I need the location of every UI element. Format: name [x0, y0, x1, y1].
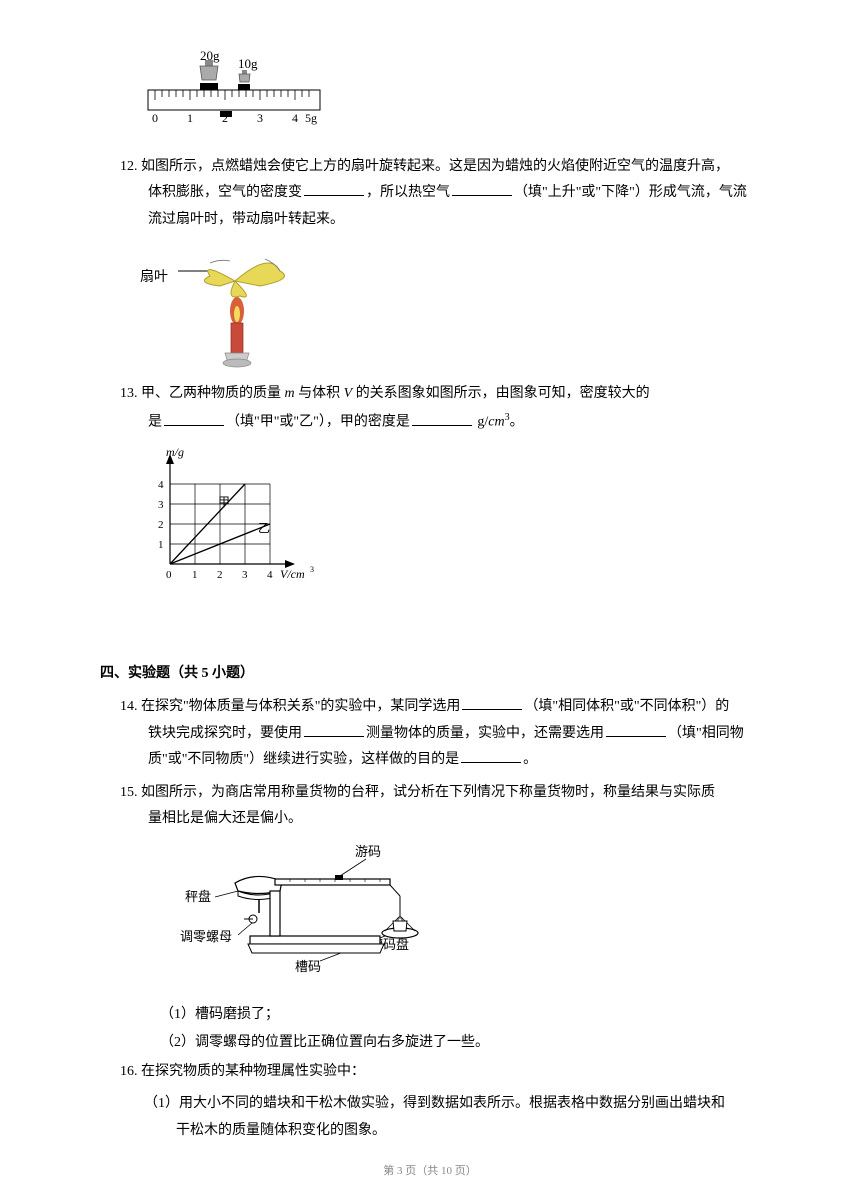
q12-text-p5: 流过扇叶时，带动扇叶转起来。 — [148, 212, 344, 227]
q15: 15. 如图所示，为商店常用称量货物的台秤，试分析在下列情况下称量货物时，称量结… — [120, 780, 760, 833]
blank — [304, 182, 364, 196]
blank — [412, 412, 472, 426]
blank — [452, 182, 512, 196]
q13-number: 13. — [120, 386, 138, 401]
q13-text-p7: 。 — [510, 415, 524, 430]
q14-p6: 质"或"不同物质"）继续进行实验，这样做的目的是 — [148, 752, 459, 767]
blank — [606, 723, 666, 737]
svg-text:0: 0 — [152, 111, 158, 125]
q14-p7: 。 — [523, 752, 537, 767]
svg-text:4: 4 — [267, 569, 273, 581]
blank — [462, 696, 522, 710]
m-var: m — [285, 386, 295, 401]
svg-text:秤盘: 秤盘 — [185, 889, 211, 904]
page-footer: 第 3 页（共 10 页） — [0, 1161, 860, 1182]
q16-number: 16. — [120, 1064, 138, 1079]
svg-text:槽码: 槽码 — [295, 959, 321, 974]
q13: 13. 甲、乙两种物质的质量 m 与体积 V 的关系图象如图所示，由图象可知，密… — [120, 381, 760, 436]
svg-text:5g: 5g — [305, 111, 317, 125]
svg-text:1: 1 — [158, 539, 164, 551]
q14-p1: 在探究"物体质量与体积关系"的实验中，某同学选用 — [141, 699, 460, 714]
svg-text:1: 1 — [187, 111, 193, 125]
svg-text:游码: 游码 — [355, 844, 381, 859]
blank — [164, 412, 224, 426]
section4-title: 四、实验题（共 5 小题） — [100, 661, 760, 688]
q15-sub2: （2）调零螺母的位置比正确位置向右多旋进了一些。 — [120, 1030, 760, 1057]
svg-text:2: 2 — [158, 519, 164, 531]
q12-text-p2: 体积膨胀，空气的密度变 — [148, 185, 302, 200]
q12-text-p4: （填"上升"或"下降"）形成气流，气流 — [514, 185, 747, 200]
q15-scale-figure: 秤盘 调零螺母 游码 槽码 槽码盘 — [180, 841, 760, 992]
q13-chart: m/g 1 2 3 4 0 1 2 3 4 V/cm 3 甲 — [140, 444, 760, 605]
q14-number: 14. — [120, 699, 138, 714]
q16-text: 在探究物质的某种物理属性实验中： — [141, 1064, 365, 1079]
q13-text-p6: g/ — [474, 415, 488, 430]
q12-text-p1: 如图所示，点燃蜡烛会使它上方的扇叶旋转起来。这是因为蜡烛的火焰使附近空气的温度升… — [141, 159, 729, 174]
q16: 16. 在探究物质的某种物理属性实验中： — [120, 1059, 760, 1086]
q14: 14. 在探究"物体质量与体积关系"的实验中，某同学选用 （填"相同体积"或"不同… — [120, 694, 760, 774]
q13-text-p4: 是 — [148, 415, 162, 430]
svg-text:调零螺母: 调零螺母 — [180, 929, 232, 944]
q12-fan-figure: 扇叶 — [140, 241, 340, 371]
weight2-label: 10g — [238, 56, 258, 71]
svg-text:0: 0 — [166, 569, 172, 581]
q13-text-p5: （填"甲"或"乙"），甲的密度是 — [226, 415, 410, 430]
q13-text-p1: 甲、乙两种物质的质量 — [141, 386, 285, 401]
q15-sub1: （1）槽码磨损了； — [120, 1002, 760, 1029]
svg-text:1: 1 — [192, 569, 198, 581]
q13-text-p2: 与体积 — [295, 386, 344, 401]
svg-text:V/cm: V/cm — [280, 567, 305, 581]
svg-text:3: 3 — [257, 111, 263, 125]
q14-p2: （填"相同体积"或"不同体积"）的 — [524, 699, 729, 714]
q12-number: 12. — [120, 159, 138, 174]
q13-text-p3: 的关系图象如图所示，由图象可知，密度较大的 — [352, 386, 650, 401]
svg-text:3: 3 — [158, 499, 164, 511]
svg-text:4: 4 — [292, 111, 298, 125]
svg-text:3: 3 — [242, 569, 248, 581]
q15-p1: 如图所示，为商店常用称量货物的台秤，试分析在下列情况下称量货物时，称量结果与实际… — [141, 785, 715, 800]
blank — [304, 723, 364, 737]
svg-text:2: 2 — [217, 569, 223, 581]
svg-text:3: 3 — [310, 565, 314, 574]
q15-number: 15. — [120, 785, 138, 800]
q15-p2: 量相比是偏大还是偏小。 — [148, 811, 302, 826]
v-var: V — [344, 386, 353, 401]
cm-var: cm — [488, 415, 504, 430]
q12-text-p3: ，所以热空气 — [366, 185, 450, 200]
blank — [461, 749, 521, 763]
q12: 12. 如图所示，点燃蜡烛会使它上方的扇叶旋转起来。这是因为蜡烛的火焰使附近空气… — [120, 154, 760, 234]
q14-p3: 铁块完成探究时，要使用 — [148, 726, 302, 741]
svg-text:乙: 乙 — [258, 521, 270, 535]
q16-sub1: （1）用大小不同的蜡块和干松木做实验，得到数据如表所示。根据表格中数据分别画出蜡… — [120, 1091, 760, 1144]
svg-text:4: 4 — [158, 479, 164, 491]
q14-p4: 测量物体的质量，实验中，还需要选用 — [366, 726, 604, 741]
q11-ruler-figure: 20g 10g — [140, 48, 760, 144]
svg-text:m/g: m/g — [166, 445, 184, 459]
q14-p5: （填"相同物 — [668, 726, 744, 741]
svg-text:甲: 甲 — [218, 495, 230, 509]
